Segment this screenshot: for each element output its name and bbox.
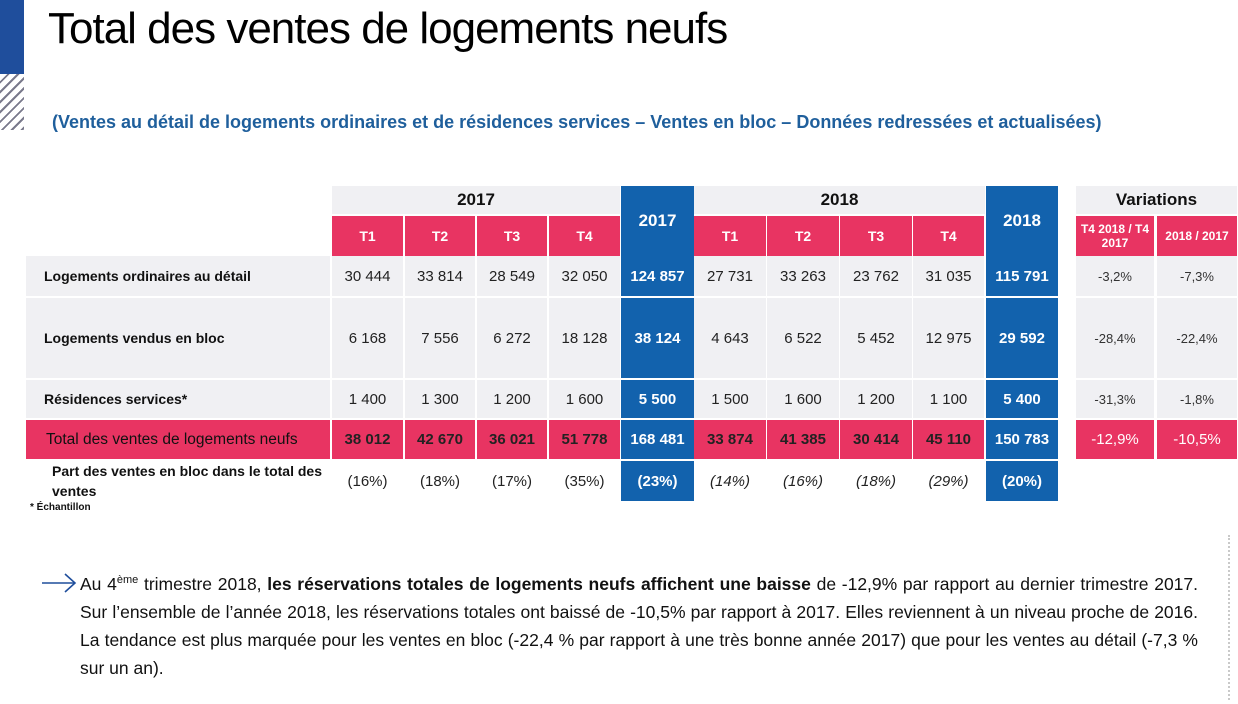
row-label: Logements vendus en bloc xyxy=(26,298,330,378)
table-cell: 27 731 xyxy=(694,256,766,296)
variation-cell-t4: -31,3% xyxy=(1076,380,1154,418)
table-cell: 23 762 xyxy=(840,256,912,296)
variation-cell-year: -22,4% xyxy=(1157,298,1237,378)
table-cell: 28 549 xyxy=(477,256,547,296)
variation-header-year: 2018 / 2017 xyxy=(1157,216,1237,256)
total-header-2017: 2017 xyxy=(621,186,694,256)
table-cell: 1 600 xyxy=(549,380,620,418)
row-label: Logements ordinaires au détail xyxy=(26,256,330,296)
table-cell: 7 556 xyxy=(405,298,475,378)
table-cell: 32 050 xyxy=(549,256,620,296)
row-label: Part des ventes en bloc dans le total de… xyxy=(26,461,330,501)
quarter-header-2017-3: T3 xyxy=(477,216,547,256)
table-cell: (16%) xyxy=(332,461,403,501)
table-cell: 5 452 xyxy=(840,298,912,378)
table-cell: 1 100 xyxy=(913,380,984,418)
table-cell: 33 263 xyxy=(767,256,839,296)
total-cell-2017: (23%) xyxy=(621,461,694,501)
para-part2: trimestre 2018, xyxy=(138,574,268,594)
commentary-paragraph: Au 4ème trimestre 2018, les réservations… xyxy=(80,570,1198,682)
table-cell: 1 500 xyxy=(694,380,766,418)
table-cell: 42 670 xyxy=(405,420,475,459)
row-label: Résidences services* xyxy=(26,380,330,418)
table-cell: (14%) xyxy=(694,461,766,501)
table-cell: 30 444 xyxy=(332,256,403,296)
table-cell: 6 522 xyxy=(767,298,839,378)
para-bold: les réservations totales de logements ne… xyxy=(267,574,811,594)
year-header-2018: 2018 xyxy=(694,186,985,214)
total-cell-2018: 115 791 xyxy=(986,256,1058,296)
variation-cell-t4: -3,2% xyxy=(1076,256,1154,296)
table-cell: 30 414 xyxy=(840,420,912,459)
total-cell-2017: 38 124 xyxy=(621,298,694,378)
table-cell: (18%) xyxy=(840,461,912,501)
total-cell-2018: 5 400 xyxy=(986,380,1058,418)
table-cell: 4 643 xyxy=(694,298,766,378)
variation-cell-t4: -12,9% xyxy=(1076,420,1154,459)
table-cell: 51 778 xyxy=(549,420,620,459)
table-cell: 33 814 xyxy=(405,256,475,296)
para-sup: ème xyxy=(116,574,139,587)
variation-cell-year: -10,5% xyxy=(1157,420,1237,459)
quarter-header-2018-4: T4 xyxy=(913,216,984,256)
total-cell-2017: 124 857 xyxy=(621,256,694,296)
table-cell: 6 168 xyxy=(332,298,403,378)
year-header-2017: 2017 xyxy=(332,186,620,214)
total-cell-2018: 29 592 xyxy=(986,298,1058,378)
table-cell: 1 200 xyxy=(477,380,547,418)
quarter-header-2018-2: T2 xyxy=(767,216,839,256)
right-dotted-line xyxy=(1228,535,1232,700)
total-cell-2017: 5 500 xyxy=(621,380,694,418)
table-cell: 6 272 xyxy=(477,298,547,378)
table-cell: 12 975 xyxy=(913,298,984,378)
total-header-2018: 2018 xyxy=(986,186,1058,256)
para-part3: de -12,9% par rapport au dernier trimest… xyxy=(80,574,1198,678)
table-cell: 1 200 xyxy=(840,380,912,418)
table-cell: 36 021 xyxy=(477,420,547,459)
table-cell: (17%) xyxy=(477,461,547,501)
corner-stripes xyxy=(0,74,24,130)
footnote: * Échantillon xyxy=(30,502,91,513)
quarter-header-2017-2: T2 xyxy=(405,216,475,256)
page-subtitle: (Ventes au détail de logements ordinaire… xyxy=(52,112,1102,132)
row-label: Total des ventes de logements neufs xyxy=(26,420,330,459)
quarter-header-2018-3: T3 xyxy=(840,216,912,256)
variation-cell-year: -1,8% xyxy=(1157,380,1237,418)
table-cell: 33 874 xyxy=(694,420,766,459)
table-cell: 1 600 xyxy=(767,380,839,418)
table-cell: (35%) xyxy=(549,461,620,501)
table-cell: 38 012 xyxy=(332,420,403,459)
corner-decoration xyxy=(0,0,24,130)
arrow-right-icon xyxy=(42,573,77,593)
total-cell-2018: (20%) xyxy=(986,461,1058,501)
total-cell-2018: 150 783 xyxy=(986,420,1058,459)
table-cell: (18%) xyxy=(405,461,475,501)
para-part1: Au 4 xyxy=(80,574,117,594)
table-cell: 1 400 xyxy=(332,380,403,418)
table-cell: 45 110 xyxy=(913,420,984,459)
total-cell-2017: 168 481 xyxy=(621,420,694,459)
variations-header: Variations xyxy=(1076,186,1237,214)
variation-cell-t4: -28,4% xyxy=(1076,298,1154,378)
table-cell: (16%) xyxy=(767,461,839,501)
table-cell: 1 300 xyxy=(405,380,475,418)
variation-cell-year: -7,3% xyxy=(1157,256,1237,296)
quarter-header-2018-1: T1 xyxy=(694,216,766,256)
quarter-header-2017-4: T4 xyxy=(549,216,620,256)
table-cell: (29%) xyxy=(913,461,984,501)
quarter-header-2017-1: T1 xyxy=(332,216,403,256)
page-title: Total des ventes de logements neufs xyxy=(48,4,728,53)
variation-header-t4: T4 2018 / T4 2017 xyxy=(1076,216,1154,256)
table-cell: 31 035 xyxy=(913,256,984,296)
table-cell: 18 128 xyxy=(549,298,620,378)
corner-blue-band xyxy=(0,0,24,74)
table-cell: 41 385 xyxy=(767,420,839,459)
